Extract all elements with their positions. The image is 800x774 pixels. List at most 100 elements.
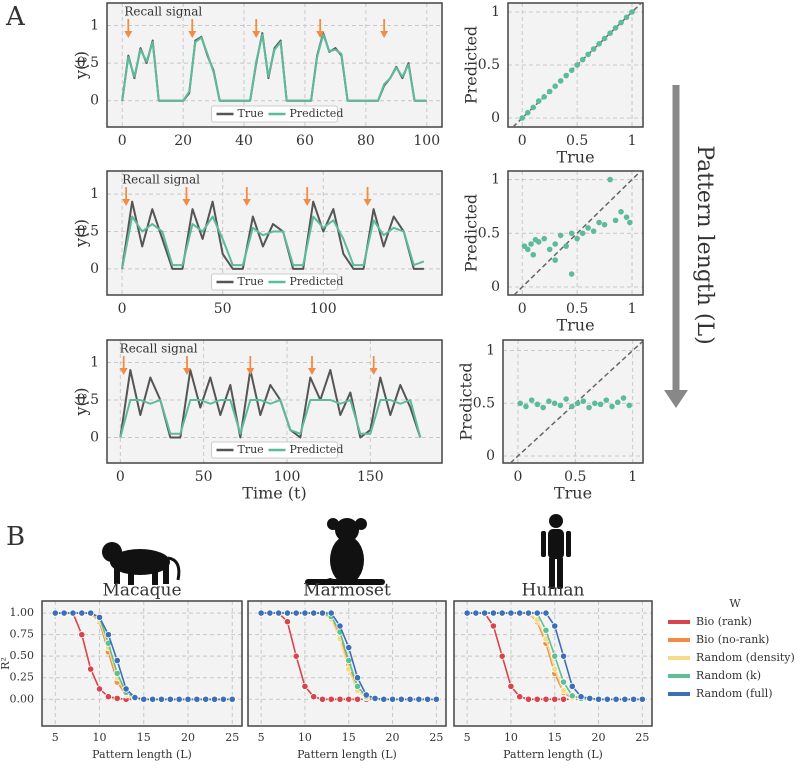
series-marker (603, 695, 611, 703)
chart-title: Macaque (102, 581, 181, 601)
human-icon (541, 514, 571, 589)
panel-label: B (6, 522, 25, 552)
legend-label: Bio (no-rank) (696, 633, 769, 646)
series-marker (559, 695, 568, 703)
y-tick-label: 1 (90, 18, 99, 34)
scatter-point (546, 88, 553, 95)
y-tick-label: 0.50 (10, 649, 35, 662)
scatter-point (596, 41, 602, 47)
x-tick-label: 20 (181, 731, 195, 744)
series-marker (424, 695, 432, 703)
scatter-point (517, 400, 524, 407)
x-tick-label: 20 (174, 133, 192, 149)
series-marker (345, 695, 353, 703)
scatter-point (528, 397, 535, 403)
legend-label: True (238, 443, 264, 456)
legend-label: Predicted (290, 107, 344, 120)
legend-label: Random (density) (696, 651, 795, 664)
scatter-point (612, 25, 619, 31)
series-marker (380, 695, 388, 703)
x-tick-label: 0.5 (566, 133, 588, 149)
y-tick-label: 0 (486, 448, 495, 464)
scatter-point (607, 30, 613, 37)
legend-label: Predicted (290, 275, 344, 288)
series-marker (516, 609, 524, 617)
series-marker (533, 695, 541, 703)
series-marker (498, 652, 506, 660)
arrow-label: Pattern length (L) (692, 145, 717, 344)
scatter-point (541, 235, 548, 242)
x-tick-label: 0.5 (566, 301, 588, 317)
scatter-point (519, 115, 526, 121)
x-axis-label: True (556, 316, 594, 335)
x-tick-label: 25 (429, 731, 443, 744)
x-tick-label: 50 (214, 301, 232, 317)
series-marker (95, 613, 104, 621)
series-marker (524, 695, 533, 703)
x-tick-label: 25 (225, 731, 239, 744)
scatter-point (552, 241, 558, 247)
x-tick-label: 10 (504, 731, 518, 744)
series-marker (542, 695, 550, 703)
series-marker (630, 695, 638, 703)
series-marker (586, 694, 594, 703)
scatter-point (557, 232, 564, 239)
series-marker (516, 693, 524, 701)
series-marker (568, 682, 576, 690)
scatter-point (597, 401, 604, 408)
series-marker (481, 609, 489, 617)
axes-frame (502, 339, 644, 464)
series-marker (228, 695, 236, 703)
series-marker (594, 695, 603, 703)
x-axis-label: Pattern length (L) (503, 748, 603, 761)
series-marker (612, 695, 620, 703)
x-tick-label: 15 (548, 731, 562, 744)
scatter-point (585, 51, 591, 58)
y-tick-label: 0 (90, 93, 99, 109)
plot-area (42, 601, 242, 726)
series-marker (559, 652, 568, 660)
legend-label: Predicted (290, 443, 344, 456)
series-marker (157, 695, 166, 703)
scatter-point (557, 78, 564, 84)
panel-label: A (5, 2, 26, 32)
series-marker (472, 609, 480, 617)
series-marker (318, 609, 327, 617)
y-axis-label: Predicted (462, 26, 481, 104)
y-tick-label: 1.00 (10, 606, 35, 619)
series-marker (524, 609, 533, 617)
series-marker (406, 695, 414, 703)
y-axis-label: Predicted (462, 194, 481, 272)
x-tick-label: 25 (635, 731, 649, 744)
series-marker (551, 665, 559, 673)
recall-arrow-head (119, 368, 128, 375)
scatter-point (612, 217, 619, 224)
series-marker (51, 609, 59, 617)
legend-label: True (238, 107, 264, 120)
chart-title: Human (522, 581, 585, 601)
scatter-point (563, 396, 569, 402)
x-tick-label: 100 (310, 301, 337, 317)
series-marker (104, 631, 112, 639)
scatter-point (568, 67, 575, 74)
x-tick-label: 0 (116, 469, 125, 485)
series-marker (542, 609, 550, 617)
recall-arrow-head (380, 31, 389, 38)
x-tick-label: 100 (413, 133, 440, 149)
y-axis-label: R² (0, 657, 12, 670)
series-marker (638, 695, 646, 703)
x-tick-label: 0 (118, 133, 127, 149)
series-marker (336, 695, 344, 703)
scatter-point (541, 93, 548, 100)
legend-label: Bio (rank) (696, 615, 752, 628)
series-line (121, 33, 427, 102)
y-tick-label: 1 (90, 355, 99, 371)
scatter-point (557, 402, 564, 409)
series-marker (95, 685, 104, 693)
x-tick-label: 100 (274, 469, 301, 485)
series-marker (266, 609, 274, 617)
recall-arrow-head (124, 31, 133, 38)
scatter-point (623, 14, 630, 21)
scatter-point (524, 109, 531, 116)
series-marker (60, 609, 68, 617)
